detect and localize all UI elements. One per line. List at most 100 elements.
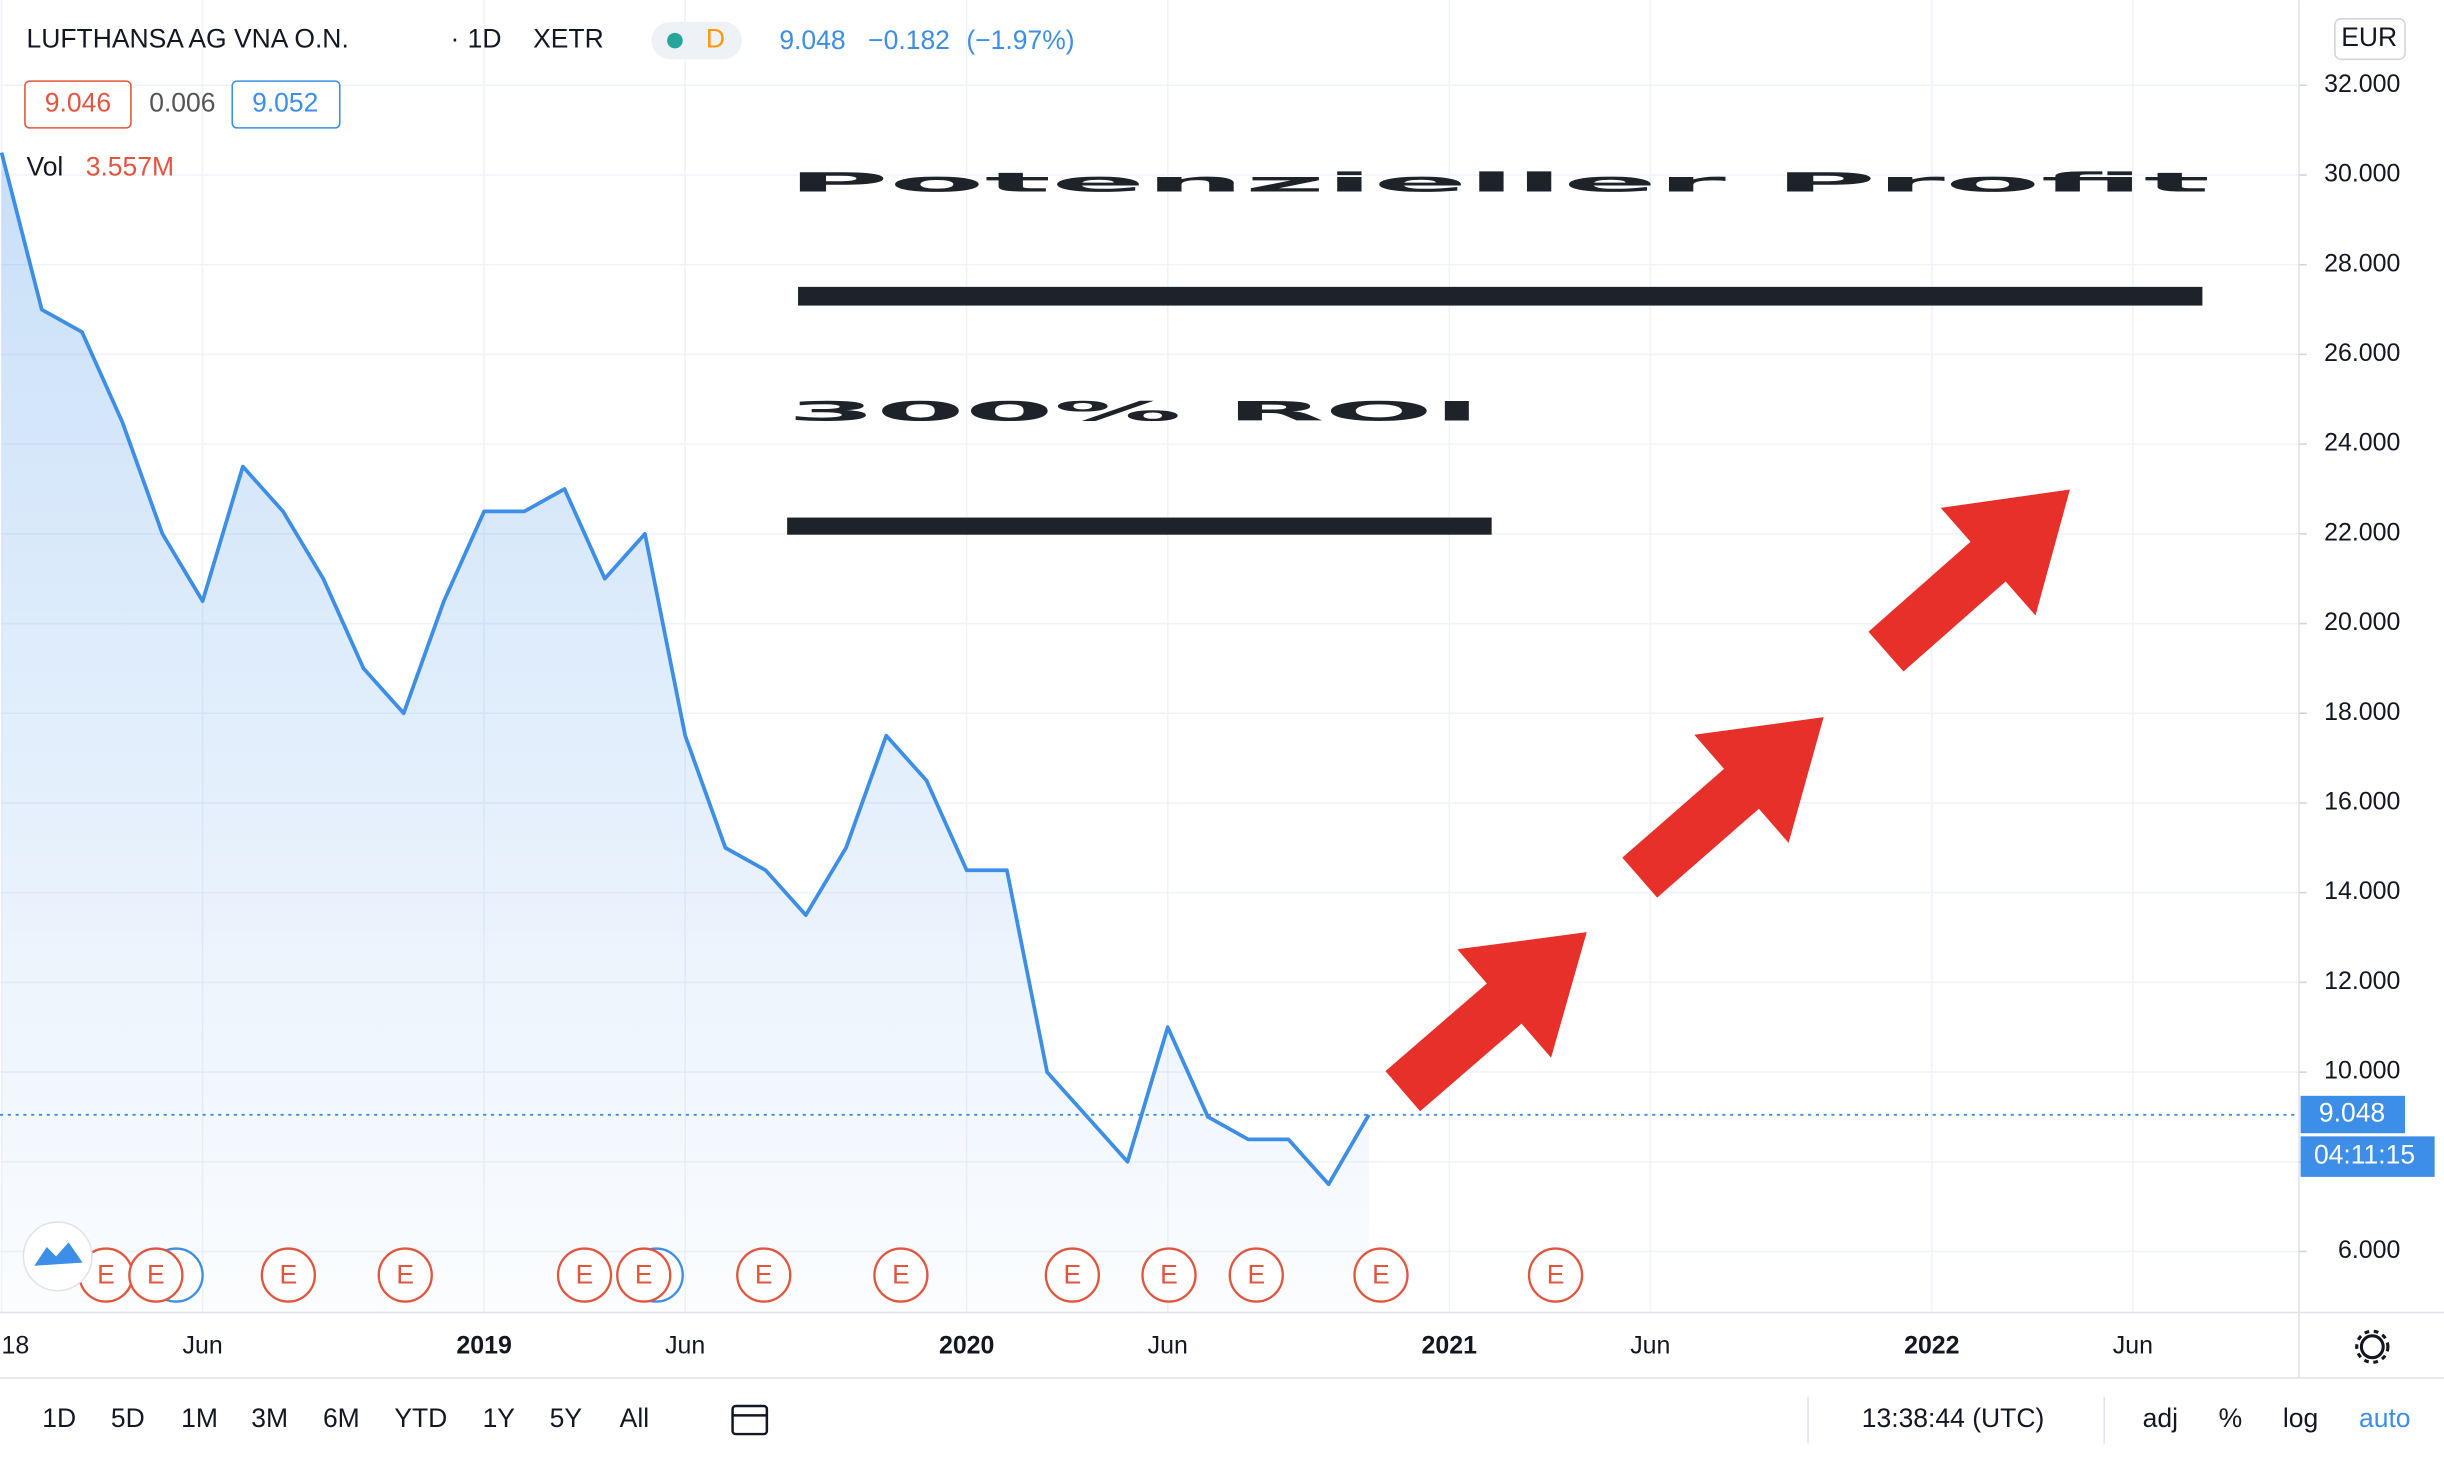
subline-underline <box>787 517 1492 535</box>
price-line <box>0 152 1371 1187</box>
earnings-marker[interactable] <box>1353 1247 1409 1303</box>
y-tick-label: 26.000 <box>2324 339 2400 367</box>
range-button[interactable]: 1D <box>42 1403 76 1433</box>
x-tick-label: 2022 <box>1904 1331 1959 1359</box>
spread: 0.006 <box>149 88 215 118</box>
scale-option[interactable]: adj <box>2143 1403 2178 1433</box>
earnings-label: E <box>147 1260 165 1290</box>
y-tick-label: 32.000 <box>2324 70 2400 98</box>
arrow <box>1622 717 1824 898</box>
change: −0.182 <box>868 25 950 55</box>
x-tick-label: Jun <box>2113 1331 2153 1359</box>
ask: 9.052 <box>252 88 318 118</box>
earnings-label: E <box>97 1260 115 1290</box>
area <box>1 152 1369 1313</box>
headline-underline <box>798 286 2203 306</box>
bid-box[interactable] <box>24 80 132 129</box>
y-tick-label: 24.000 <box>2324 429 2400 457</box>
y-tick-label: 16.000 <box>2324 788 2400 816</box>
price-tag: 9.048 <box>2319 1098 2385 1128</box>
scale-option[interactable]: auto <box>2359 1403 2411 1433</box>
x-tick-label: 2019 <box>456 1331 511 1359</box>
x-tick-label: Jun <box>183 1331 223 1359</box>
earnings-marker[interactable] <box>128 1247 184 1303</box>
interval[interactable]: 1D <box>468 24 502 54</box>
x-tick-label: Jun <box>1148 1331 1188 1359</box>
settings-teeth <box>2355 1329 2390 1364</box>
logo-icon <box>34 1242 83 1266</box>
arrows <box>1385 489 2070 1112</box>
headline: Potenzieller Profit <box>787 168 2212 199</box>
range-button[interactable]: 3M <box>251 1403 288 1433</box>
x-tick-label: 2021 <box>1422 1331 1478 1359</box>
range-button[interactable]: 1Y <box>483 1403 516 1433</box>
x-tick-label: 18 <box>2 1331 30 1359</box>
ask-box[interactable] <box>231 80 341 129</box>
earnings-label: E <box>892 1260 910 1290</box>
badge-letter: D <box>706 24 725 54</box>
earnings-label: E <box>280 1260 298 1290</box>
status-badge <box>651 21 742 60</box>
change-pct: (−1.97%) <box>966 25 1074 55</box>
calendar-icon[interactable] <box>731 1404 769 1436</box>
earnings-label: E <box>1547 1260 1565 1290</box>
plot <box>0 152 2300 1313</box>
y-tick-label: 18.000 <box>2324 698 2400 726</box>
y-tick-label: 10.000 <box>2324 1057 2400 1085</box>
y-tick-label: 20.000 <box>2324 608 2400 636</box>
earnings-marker[interactable] <box>1527 1247 1584 1303</box>
settings-icon[interactable] <box>2359 1334 2385 1360</box>
x-tick-label: 2020 <box>939 1331 994 1359</box>
scale-option[interactable]: log <box>2283 1403 2318 1433</box>
earnings-label: E <box>635 1260 653 1290</box>
earnings-marker[interactable] <box>1141 1247 1197 1303</box>
scale-option[interactable]: % <box>2219 1403 2243 1433</box>
range-button[interactable]: YTD <box>394 1403 447 1433</box>
y-tick-label: 14.000 <box>2324 877 2400 905</box>
range-button[interactable]: 5Y <box>550 1403 583 1433</box>
range-button[interactable]: 6M <box>323 1403 360 1433</box>
symbol: LUFTHANSA AG VNA O.N. <box>26 24 348 54</box>
earnings-marker[interactable] <box>1228 1247 1284 1303</box>
countdown: 04:11:15 <box>2314 1140 2415 1170</box>
earnings-label: E <box>1160 1260 1178 1290</box>
earnings-marker[interactable] <box>556 1247 613 1303</box>
y-tick-label: 6.000 <box>2338 1236 2400 1264</box>
currency-box[interactable] <box>2334 18 2406 61</box>
earnings-label: E <box>1064 1260 1082 1290</box>
earnings-label: E <box>1247 1260 1265 1290</box>
arrow <box>1868 489 2070 672</box>
range-button[interactable]: 1M <box>181 1403 218 1433</box>
status-dot <box>667 32 683 49</box>
currency: EUR <box>2341 22 2397 52</box>
earnings-marker[interactable] <box>1044 1247 1101 1303</box>
price-tag-box <box>2300 1095 2406 1134</box>
arrow <box>1385 932 1587 1112</box>
range-button[interactable]: 5D <box>111 1403 145 1433</box>
earnings-marker[interactable] <box>377 1247 433 1303</box>
bid: 9.046 <box>45 88 111 118</box>
earnings-marker[interactable] <box>873 1247 929 1303</box>
x-tick-label: Jun <box>665 1331 705 1359</box>
countdown-box <box>2300 1136 2435 1177</box>
y-tick-label: 30.000 <box>2324 160 2400 188</box>
toolbar: 1D 5D 1M 3M 6M YTD 1Y 5Y All adj% log auto <box>42 1403 2410 1433</box>
vol-value: 3.557M <box>86 151 174 181</box>
vol-label: Vol <box>26 151 63 181</box>
y-tick-label: 28.000 <box>2324 249 2400 277</box>
earnings-label: E <box>755 1260 773 1290</box>
earnings-marker[interactable] <box>736 1247 792 1303</box>
earnings-label: E <box>576 1260 594 1290</box>
earnings-label: E <box>1372 1260 1390 1290</box>
subline: 300% ROI <box>787 397 1481 428</box>
earnings-label: E <box>396 1260 414 1290</box>
earnings-marker[interactable] <box>616 1247 672 1303</box>
y-tick-label: 12.000 <box>2324 967 2400 995</box>
separator: · <box>450 24 459 54</box>
range-button[interactable]: All <box>620 1403 649 1433</box>
earnings-marker[interactable] <box>260 1247 317 1303</box>
clock: 13:38:44 (UTC) <box>1862 1403 2045 1433</box>
exchange: XETR <box>533 24 604 54</box>
